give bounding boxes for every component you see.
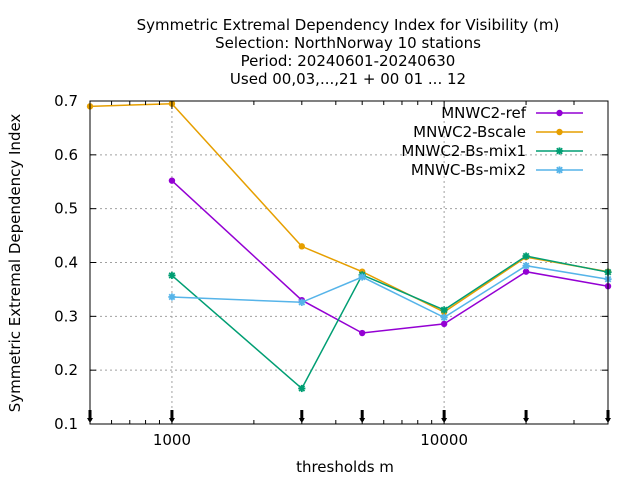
series-group — [86, 100, 612, 393]
legend-entry: MNWC-Bs-mix2 — [411, 161, 583, 179]
x-tick-label: 1000 — [153, 431, 191, 449]
y-tick-label: 0.7 — [54, 92, 78, 110]
series-4 — [168, 262, 612, 322]
legend-entry: MNWC2-Bscale — [413, 123, 583, 141]
legend-entry: MNWC2-ref — [441, 104, 583, 122]
series-1 — [168, 177, 612, 337]
series-line — [171, 255, 609, 390]
data-point — [298, 298, 306, 306]
threshold-markers — [87, 410, 611, 423]
data-point — [556, 128, 563, 136]
y-tick-label: 0.5 — [54, 200, 78, 218]
y-tick-label: 0.1 — [54, 415, 78, 433]
y-tick-label: 0.3 — [54, 307, 78, 325]
data-point — [358, 273, 366, 281]
legend: MNWC2-refMNWC2-BscaleMNWC2-Bs-mix1MNWC-B… — [401, 104, 583, 179]
title-line-2: Selection: NorthNorway 10 stations — [215, 34, 481, 52]
title-line-1: Symmetric Extremal Dependency Index for … — [137, 16, 560, 34]
legend-entry: MNWC2-Bs-mix1 — [401, 142, 583, 160]
data-point — [298, 384, 306, 393]
data-point — [440, 320, 448, 328]
y-axis-label: Symmetric Extremal Dependency Index — [6, 114, 24, 413]
data-point — [168, 271, 176, 280]
data-point — [522, 262, 530, 270]
title-line-4: Used 00,03,...,21 + 00 01 ... 12 — [230, 70, 466, 88]
y-tick-label: 0.4 — [54, 254, 78, 272]
data-point — [168, 293, 176, 301]
y-tick-label: 0.6 — [54, 146, 78, 164]
grid — [90, 101, 608, 424]
series-line — [171, 264, 609, 319]
series-3 — [168, 252, 612, 393]
axes: 0.1 0.2 0.3 0.4 0.5 0.6 0.7 1000 10000 — [54, 92, 608, 449]
x-axis-label: thresholds m — [296, 458, 394, 476]
data-point — [440, 313, 448, 322]
data-point — [522, 268, 530, 275]
y-tick-label: 0.2 — [54, 361, 78, 379]
chart-title: Symmetric Extremal Dependency Index for … — [137, 16, 560, 88]
legend-label: MNWC2-Bs-mix1 — [401, 142, 526, 160]
data-point — [168, 177, 176, 184]
data-point — [555, 147, 564, 155]
data-point — [358, 329, 366, 337]
data-point — [298, 243, 306, 250]
data-point — [555, 166, 564, 174]
data-point — [556, 109, 563, 117]
x-tick-label: 10000 — [420, 431, 468, 449]
title-line-3: Period: 20240601-20240630 — [241, 52, 456, 70]
legend-label: MNWC-Bs-mix2 — [411, 161, 526, 179]
series-line — [89, 102, 609, 313]
series-line — [171, 180, 609, 334]
data-point — [522, 252, 530, 260]
legend-label: MNWC2-Bscale — [413, 123, 526, 141]
data-point — [440, 306, 448, 314]
legend-label: MNWC2-ref — [441, 104, 526, 122]
